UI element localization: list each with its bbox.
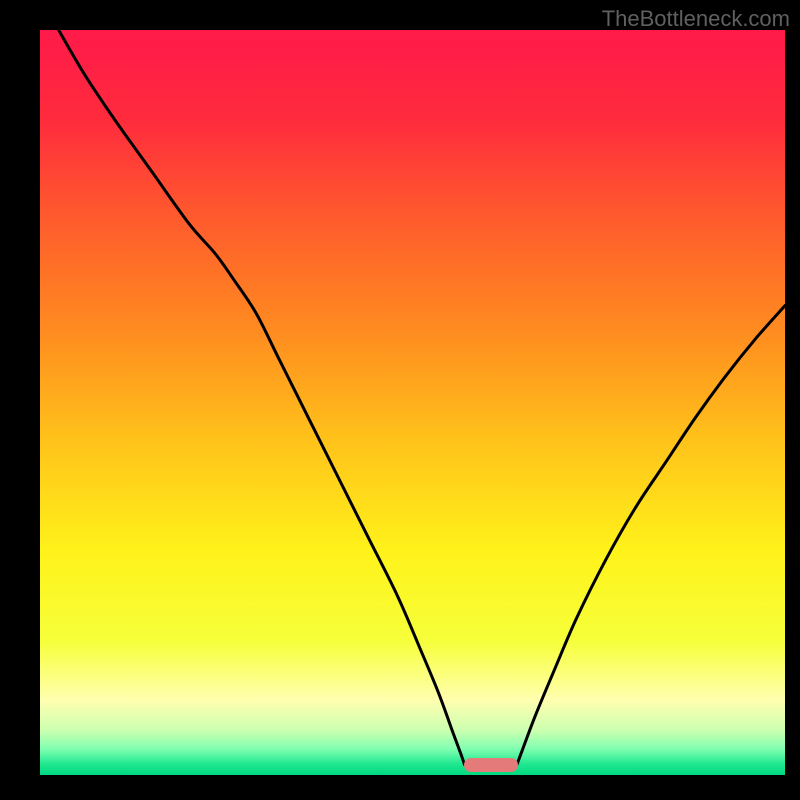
bottleneck-marker — [464, 758, 518, 772]
left-curve — [59, 30, 465, 765]
curves-layer — [40, 30, 785, 775]
right-curve — [517, 306, 785, 765]
plot-area — [40, 30, 785, 775]
watermark-text: TheBottleneck.com — [602, 6, 790, 32]
